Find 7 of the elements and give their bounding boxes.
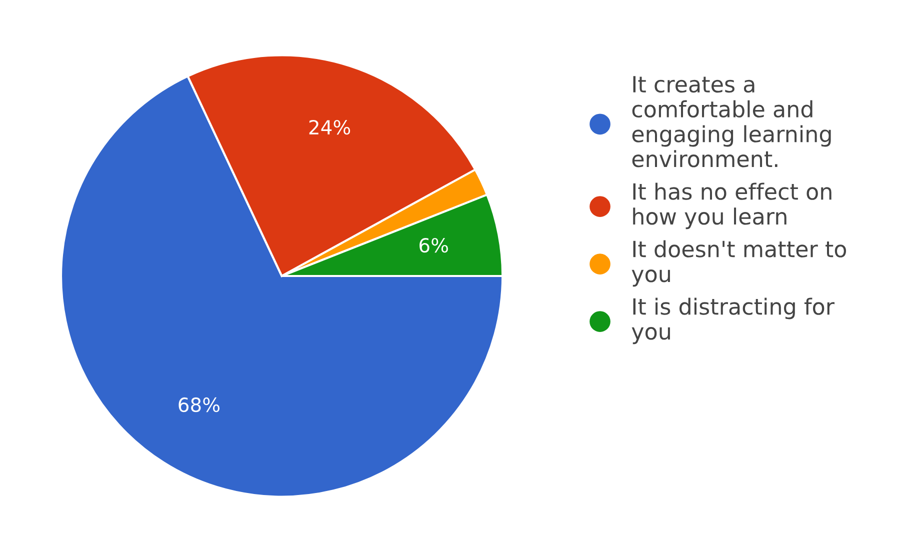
legend-label: It creates a comfortable and engaging learning environment. — [632, 76, 831, 168]
data-label: 6% — [420, 238, 448, 253]
legend-label: It has no effect on how you learn — [633, 182, 832, 230]
legend-label: It is distracting for you — [632, 298, 835, 344]
data-label: 24% — [309, 120, 350, 135]
legend-label: It doesn't matter to you — [632, 240, 846, 287]
data-label: 68% — [178, 397, 220, 412]
